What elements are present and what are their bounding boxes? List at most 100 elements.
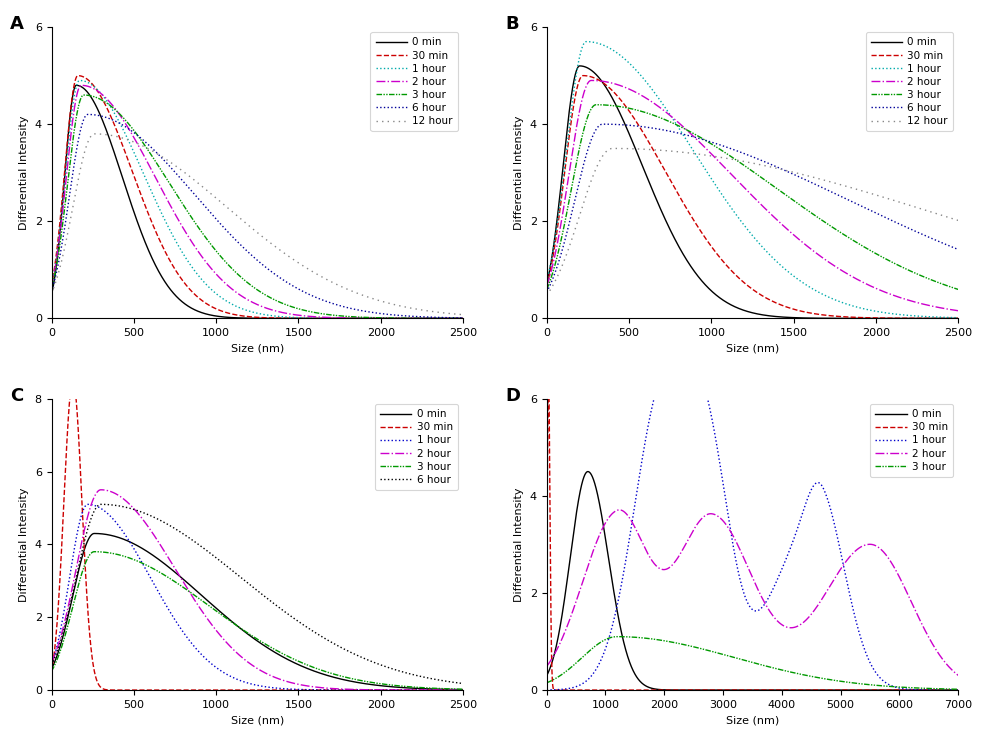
1 hour — [664, 357, 675, 366]
1 hour — [222, 297, 233, 306]
0 min — [457, 685, 469, 694]
3 hour — [204, 602, 216, 611]
6 hour — [457, 679, 469, 688]
12 hour — [405, 303, 416, 312]
6 hour — [45, 660, 57, 669]
6 hour — [717, 141, 729, 150]
Line: 0 min: 0 min — [547, 66, 958, 318]
6 hour — [698, 136, 710, 145]
0 min — [952, 314, 964, 323]
Line: 6 hour: 6 hour — [51, 505, 463, 683]
2 hour — [585, 76, 597, 85]
2 hour — [717, 161, 729, 170]
2 hour — [449, 314, 461, 323]
Line: 3 hour: 3 hour — [51, 552, 463, 689]
Line: 1 hour: 1 hour — [547, 361, 958, 690]
12 hour — [717, 153, 729, 162]
Text: A: A — [10, 16, 24, 33]
Line: 1 hour: 1 hour — [547, 42, 958, 318]
1 hour — [457, 314, 469, 323]
30 min — [587, 686, 599, 695]
0 min — [582, 467, 593, 476]
30 min — [93, 680, 105, 689]
2 hour — [944, 664, 956, 673]
6 hour — [117, 502, 129, 511]
2 hour — [541, 282, 553, 291]
12 hour — [612, 144, 624, 153]
6 hour — [93, 111, 105, 120]
1 hour — [612, 49, 624, 58]
3 hour — [93, 94, 105, 103]
Line: 12 hour: 12 hour — [51, 134, 463, 315]
30 min — [541, 583, 553, 592]
6 hour — [541, 288, 553, 297]
0 min — [117, 174, 129, 183]
1 hour — [457, 686, 469, 695]
30 min — [67, 376, 79, 385]
0 min — [117, 534, 129, 543]
3 hour — [405, 683, 416, 692]
2 hour — [612, 505, 624, 514]
30 min — [93, 88, 105, 97]
Y-axis label: Differential Intensity: Differential Intensity — [514, 487, 524, 602]
1 hour — [944, 313, 956, 322]
6 hour — [82, 110, 94, 119]
1 hour — [93, 502, 105, 511]
0 min — [88, 529, 100, 538]
1 hour — [944, 686, 956, 695]
1 hour — [587, 38, 599, 47]
30 min — [117, 142, 129, 151]
0 min — [944, 686, 956, 695]
2 hour — [944, 305, 956, 314]
1 hour — [405, 686, 416, 695]
30 min — [204, 301, 216, 310]
2 hour — [93, 88, 105, 96]
Line: 30 min: 30 min — [51, 76, 463, 318]
0 min — [93, 107, 105, 116]
3 hour — [900, 264, 912, 273]
2 hour — [698, 142, 710, 151]
2 hour — [587, 76, 599, 85]
0 min — [457, 314, 469, 323]
30 min — [541, 281, 553, 290]
12 hour — [541, 291, 553, 300]
30 min — [599, 686, 611, 695]
0 min — [204, 310, 216, 319]
30 min — [944, 314, 956, 323]
12 hour — [587, 170, 599, 179]
2 hour — [900, 586, 912, 595]
12 hour — [117, 134, 129, 142]
1 hour — [581, 37, 592, 46]
30 min — [699, 686, 711, 695]
2 hour — [405, 686, 416, 695]
6 hour — [457, 313, 469, 322]
X-axis label: Size (nm): Size (nm) — [726, 715, 779, 726]
1 hour — [82, 500, 94, 509]
Line: 6 hour: 6 hour — [547, 124, 958, 292]
Line: 2 hour: 2 hour — [51, 85, 463, 318]
Line: 30 min: 30 min — [51, 381, 463, 690]
6 hour — [449, 313, 461, 322]
3 hour — [117, 113, 129, 122]
3 hour — [405, 314, 416, 323]
Legend: 0 min, 30 min, 1 hour, 2 hour, 3 hour, 6 hour, 12 hour: 0 min, 30 min, 1 hour, 2 hour, 3 hour, 6… — [371, 32, 458, 131]
1 hour — [45, 282, 57, 291]
0 min — [944, 314, 956, 323]
Line: 3 hour: 3 hour — [547, 105, 958, 289]
2 hour — [449, 686, 461, 695]
30 min — [717, 686, 729, 695]
12 hour — [698, 151, 710, 160]
Line: 1 hour: 1 hour — [51, 505, 463, 690]
2 hour — [405, 314, 416, 323]
2 hour — [45, 283, 57, 292]
3 hour — [117, 551, 129, 560]
1 hour — [117, 528, 129, 536]
Line: 12 hour: 12 hour — [547, 148, 958, 295]
12 hour — [222, 203, 233, 212]
6 hour — [45, 286, 57, 295]
1 hour — [405, 314, 416, 323]
6 hour — [204, 548, 216, 557]
12 hour — [606, 144, 618, 153]
30 min — [900, 314, 912, 323]
30 min — [405, 686, 416, 695]
